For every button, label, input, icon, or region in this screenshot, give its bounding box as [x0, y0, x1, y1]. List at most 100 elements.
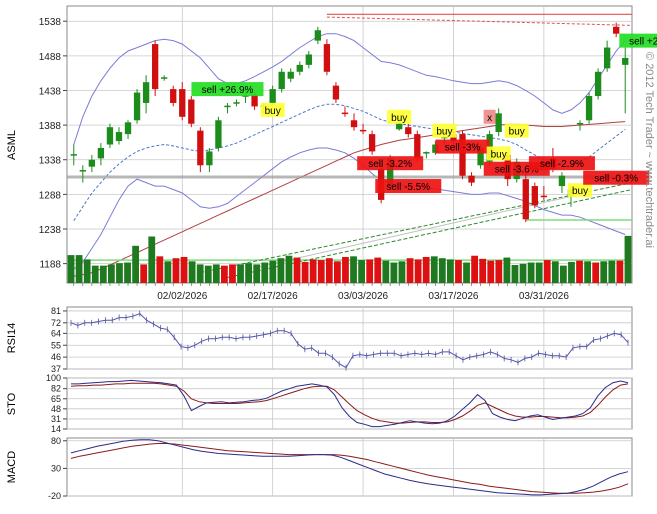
- candle-body: [278, 71, 285, 90]
- volume-bar: [83, 259, 91, 283]
- trade-signal: buy: [486, 146, 511, 161]
- candle-body: [405, 127, 412, 135]
- volume-bar: [245, 263, 252, 283]
- volume-bar: [148, 236, 156, 283]
- volume-bar: [164, 261, 172, 283]
- candle-body: [151, 44, 159, 90]
- signal-label: buy: [391, 113, 407, 124]
- candle-body: [495, 113, 502, 133]
- price-candle: [215, 116, 222, 152]
- date-tick-label: 02/02/2026: [157, 291, 207, 302]
- macd-tick-label: 80: [51, 436, 61, 446]
- volume-bar: [293, 257, 301, 283]
- sto-tick-label: 31: [51, 414, 61, 424]
- price-candle: [432, 141, 439, 155]
- volume-bar: [156, 256, 164, 283]
- rsi-tick-label: 55: [51, 340, 61, 350]
- signal-label: sell +2.7%: [629, 37, 657, 48]
- volume-bar: [374, 257, 382, 283]
- price-candle: [359, 123, 367, 135]
- trade-signals: sell +26.9% buy buy buy sell -3.2% sell -5.5%…: [191, 33, 657, 198]
- candle-body: [594, 71, 602, 97]
- trade-signal: x: [483, 109, 496, 124]
- candle-body: [170, 89, 177, 103]
- signal-label: buy: [265, 106, 281, 117]
- price-candle: [179, 82, 186, 121]
- volume-bar: [301, 261, 309, 283]
- price-tick-label: 1388: [39, 121, 62, 132]
- price-candle: [594, 68, 602, 100]
- price-candle: [622, 47, 629, 114]
- price-candle: [79, 165, 86, 183]
- signal-badge: [357, 156, 424, 171]
- price-candle: [522, 172, 529, 223]
- price-candle: [296, 61, 303, 76]
- volume-bar: [116, 263, 123, 283]
- volume-bar: [108, 264, 115, 283]
- volume-bars: [67, 235, 632, 283]
- candle-body: [531, 186, 538, 206]
- price-candle: [115, 127, 123, 145]
- volume-bar: [568, 261, 575, 283]
- volume-bar: [261, 262, 269, 283]
- candle-body: [387, 158, 394, 187]
- macd-line: [70, 439, 629, 496]
- volume-bar: [132, 245, 139, 283]
- candle-body: [179, 89, 186, 117]
- rsi-tick-label: 46: [51, 352, 61, 362]
- volume-bar: [600, 261, 608, 283]
- volume-bar: [495, 260, 503, 283]
- volume-bar: [551, 261, 559, 283]
- signal-badge: [528, 156, 595, 171]
- candle-body: [251, 94, 258, 107]
- signal-badge: [486, 146, 511, 161]
- price-candle: [161, 75, 168, 81]
- volume-bar: [527, 262, 535, 283]
- price-candle: [70, 144, 77, 166]
- price-candle: [88, 154, 96, 173]
- volume-bar: [285, 255, 293, 283]
- price-candle: [468, 172, 475, 187]
- volume-bar: [358, 260, 365, 283]
- volume-bar: [237, 264, 244, 283]
- volume-bar: [398, 261, 406, 283]
- price-candle: [197, 127, 204, 173]
- volume-bar: [455, 260, 462, 283]
- price-candle: [278, 68, 285, 93]
- price-candle: [188, 96, 195, 128]
- signal-badge: [504, 123, 529, 138]
- price-candle: [314, 26, 322, 45]
- candle-body: [97, 147, 105, 159]
- price-candle: [540, 186, 548, 200]
- volume-bar: [253, 264, 261, 283]
- volume-bar: [471, 255, 478, 283]
- price-candle: [106, 123, 114, 148]
- price-candle: [287, 68, 294, 83]
- trade-signal: sell -0.3%: [583, 170, 650, 185]
- price-candle: [613, 22, 620, 38]
- volume-bar: [140, 264, 148, 283]
- volume-bar: [188, 261, 196, 283]
- candle-body: [142, 82, 150, 103]
- price-candle: [341, 106, 349, 117]
- candle-body: [215, 120, 222, 148]
- volume-bar: [543, 260, 551, 283]
- volume-bar: [438, 258, 446, 283]
- candle-body: [305, 54, 312, 65]
- trade-signal: buy: [387, 109, 412, 124]
- watermark: © 2012 Tech Trader ~ www.techtrader.ai: [643, 52, 655, 248]
- candle-body: [350, 120, 358, 128]
- moving-average-line: [73, 121, 626, 277]
- candle-body: [197, 130, 204, 166]
- candle-body: [432, 144, 439, 153]
- upper-bollinger-band: [73, 33, 626, 145]
- volume-bar: [584, 261, 591, 283]
- trade-signal: sell +2.7%: [619, 33, 657, 48]
- macd-tick-label: -20: [48, 491, 61, 501]
- signal-badge: [387, 109, 412, 124]
- candle-body: [585, 96, 593, 121]
- candle-body: [323, 44, 331, 72]
- candle-body: [396, 123, 403, 130]
- signal-label: sell -2.9%: [540, 159, 584, 170]
